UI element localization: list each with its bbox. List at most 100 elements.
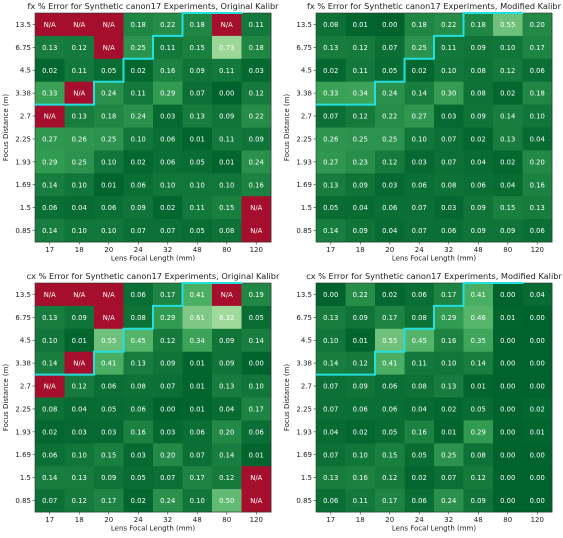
heatmap-cell: [182, 443, 213, 467]
x-tick-label: 120: [531, 516, 544, 524]
cell-value: 0.13: [72, 474, 87, 482]
heatmap-cell: [316, 196, 346, 220]
heatmap-cell: [64, 420, 95, 444]
heatmap-cell: [375, 173, 405, 197]
heatmap-cell: [404, 397, 435, 421]
heatmap-cell: [375, 443, 405, 467]
y-tick-label: 2.7: [301, 112, 312, 120]
heatmap-cell: [241, 328, 272, 353]
heatmap-cell: [212, 374, 242, 398]
cell-value: 0.06: [530, 67, 545, 75]
heatmap-cell: [404, 443, 435, 467]
cell-value: 0.01: [190, 360, 205, 368]
cell-value: 0.06: [382, 383, 397, 391]
heatmap-cell: [404, 127, 435, 151]
cell-value: 0.01: [500, 314, 515, 322]
heatmap-cell: [94, 173, 124, 197]
cell-value: 0.02: [323, 67, 338, 75]
cell-value: 0.12: [219, 474, 234, 482]
x-tick-label: 20: [104, 516, 113, 524]
heatmap-cell: [493, 443, 523, 467]
heatmap-cell: [316, 219, 346, 243]
heatmap-cell: [241, 13, 272, 37]
heatmap-cell: [493, 13, 523, 37]
y-tick-label: 0.85: [15, 497, 31, 505]
cell-value: 0.05: [249, 314, 264, 322]
heatmap-cell: [375, 127, 405, 151]
cell-value: 0.07: [441, 158, 456, 166]
heatmap-cell: [182, 150, 213, 174]
heatmap-cell: [153, 104, 183, 128]
heatmap-cell: [522, 104, 553, 128]
heatmap-cell: [375, 466, 405, 490]
heatmap-cell: [463, 489, 494, 513]
heatmap-cell: [212, 305, 242, 330]
heatmap-cell: [522, 127, 553, 151]
cell-value: 0.24: [441, 497, 456, 505]
cell-value: 0.11: [249, 21, 264, 29]
cell-value: 0.05: [382, 67, 397, 75]
cell-value: 0.15: [219, 204, 234, 212]
x-tick-label: 17: [326, 516, 335, 524]
cell-value: 0.04: [353, 204, 368, 212]
heatmap-cell: [404, 13, 435, 37]
cell-value: 0.73: [219, 44, 234, 52]
cell-value: 0.18: [471, 21, 486, 29]
cell-value: N/A: [44, 113, 56, 121]
cell-value: N/A: [103, 21, 115, 29]
heatmap-cell: [123, 351, 154, 375]
heatmap-cell: [241, 219, 272, 243]
x-axis-label: Lens Focal Length (mm): [111, 255, 195, 263]
heatmap-cell: [94, 150, 124, 174]
heatmap-cell: [493, 104, 523, 128]
heatmap-cell: [522, 150, 553, 174]
heatmap-cell: [375, 305, 405, 330]
cell-value: 0.22: [441, 21, 456, 29]
cell-value: 0.10: [101, 158, 116, 166]
cell-value: 0.13: [219, 383, 234, 391]
cell-value: 0.04: [471, 158, 486, 166]
cell-value: 0.18: [190, 21, 205, 29]
cell-value: 0.05: [101, 67, 116, 75]
heatmap-cell: [463, 283, 494, 307]
y-tick-label: 2.7: [20, 382, 31, 390]
cell-value: 0.34: [190, 337, 205, 345]
heatmap-cell: [316, 150, 346, 174]
heatmap-cell: [375, 104, 405, 128]
heatmap-cell: [64, 489, 95, 513]
cell-value: 0.06: [412, 497, 427, 505]
cell-value: 0.03: [441, 204, 456, 212]
cell-value: 0.18: [412, 21, 427, 29]
heatmap-cell: [404, 81, 435, 105]
cell-value: 0.12: [72, 497, 87, 505]
cell-value: 0.24: [160, 497, 175, 505]
x-tick-label: 24: [134, 516, 143, 524]
cell-value: 0.11: [160, 44, 175, 52]
cell-value: 0.41: [101, 360, 116, 368]
cell-value: N/A: [73, 21, 85, 29]
cell-value: 0.07: [323, 113, 338, 121]
heatmap-cell: [493, 127, 523, 151]
heatmap-cell: [182, 489, 213, 513]
heatmap-cell: [463, 104, 494, 128]
heatmap-cell: [123, 305, 154, 330]
cell-value: 0.12: [353, 360, 368, 368]
heatmap-cell: [493, 219, 523, 243]
cell-value: 0.25: [72, 158, 87, 166]
heatmap-cell: [493, 173, 523, 197]
x-tick-label: 48: [474, 246, 483, 254]
heatmap-cell: [522, 305, 553, 330]
cell-value: 0.15: [190, 44, 205, 52]
cell-value: 0.06: [323, 497, 338, 505]
x-tick-label: 120: [250, 246, 263, 254]
heatmap-cell: [212, 196, 242, 220]
cell-value: 0.10: [530, 113, 545, 121]
y-tick-label: 1.93: [15, 158, 31, 166]
cell-value: 0.14: [42, 474, 57, 482]
cell-value: 0.29: [441, 314, 456, 322]
heatmap-cell: [182, 283, 213, 307]
heatmap-cell: [94, 196, 124, 220]
cell-value: 0.06: [412, 291, 427, 299]
cell-value: 0.27: [42, 135, 57, 143]
heatmap-cell: [94, 35, 124, 60]
